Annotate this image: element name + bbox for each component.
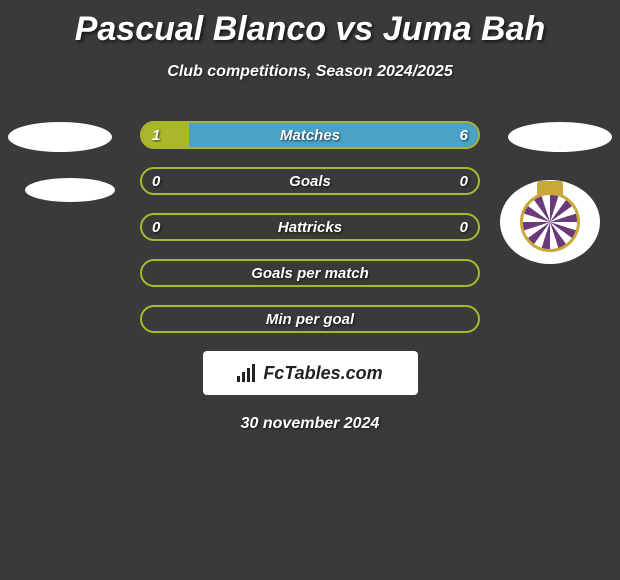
- page-title: Pascual Blanco vs Juma Bah: [0, 0, 620, 49]
- logo-text: FcTables.com: [237, 363, 382, 384]
- date-label: 30 november 2024: [0, 415, 620, 433]
- stat-label: Hattricks: [142, 219, 478, 236]
- stat-label: Goals per match: [142, 265, 478, 282]
- stat-right-value: 0: [460, 173, 468, 190]
- stat-right-value: 6: [460, 127, 468, 144]
- bars-icon: [237, 364, 255, 382]
- logo-label: FcTables.com: [263, 363, 382, 384]
- stat-row-goals: 0 Goals 0: [140, 167, 480, 195]
- site-logo[interactable]: FcTables.com: [203, 351, 418, 395]
- stat-label: Matches: [142, 127, 478, 144]
- subtitle: Club competitions, Season 2024/2025: [0, 63, 620, 81]
- stat-label: Goals: [142, 173, 478, 190]
- stat-row-gpm: Goals per match: [140, 259, 480, 287]
- stat-right-value: 0: [460, 219, 468, 236]
- stat-row-matches: 1 Matches 6: [140, 121, 480, 149]
- stats-container: 1 Matches 6 0 Goals 0 0 Hattricks 0 Goal…: [0, 121, 620, 333]
- stat-row-hattricks: 0 Hattricks 0: [140, 213, 480, 241]
- stat-label: Min per goal: [142, 311, 478, 328]
- stat-row-mpg: Min per goal: [140, 305, 480, 333]
